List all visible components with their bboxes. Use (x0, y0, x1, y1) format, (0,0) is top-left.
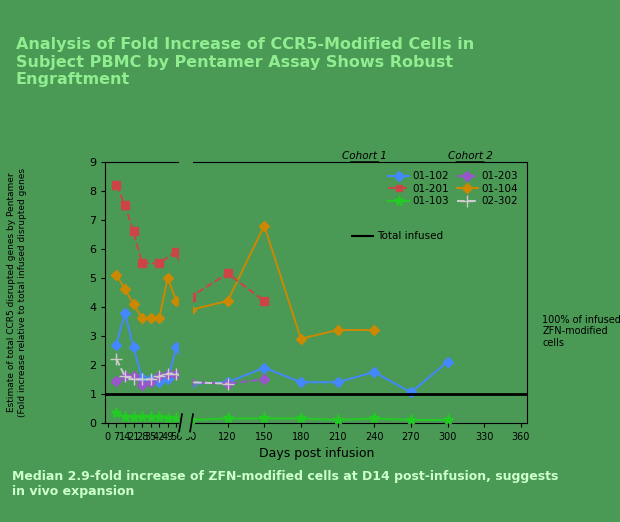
Text: Estimate of total CCR5 disrupted genes by Pentamer
(Fold increase relative to to: Estimate of total CCR5 disrupted genes b… (7, 168, 27, 417)
X-axis label: Days post infusion: Days post infusion (259, 447, 374, 460)
Text: Cohort 1: Cohort 1 (342, 150, 387, 161)
Text: Cohort 2: Cohort 2 (448, 150, 492, 161)
Bar (179, 147, 193, 437)
Text: Analysis of Fold Increase of CCR5-Modified Cells in
Subject PBMC by Pentamer Ass: Analysis of Fold Increase of CCR5-Modifi… (16, 38, 474, 87)
Text: 100% of infused
ZFN-modified
cells: 100% of infused ZFN-modified cells (542, 315, 620, 348)
Text: Median 2.9-fold increase of ZFN-modified cells at D14 post-infusion, suggests
in: Median 2.9-fold increase of ZFN-modified… (12, 470, 559, 498)
Legend: 01-102, 01-201, 01-103, 01-203, 01-104, 02-302: 01-102, 01-201, 01-103, 01-203, 01-104, … (384, 167, 522, 210)
Text: Total infused: Total infused (378, 231, 443, 241)
